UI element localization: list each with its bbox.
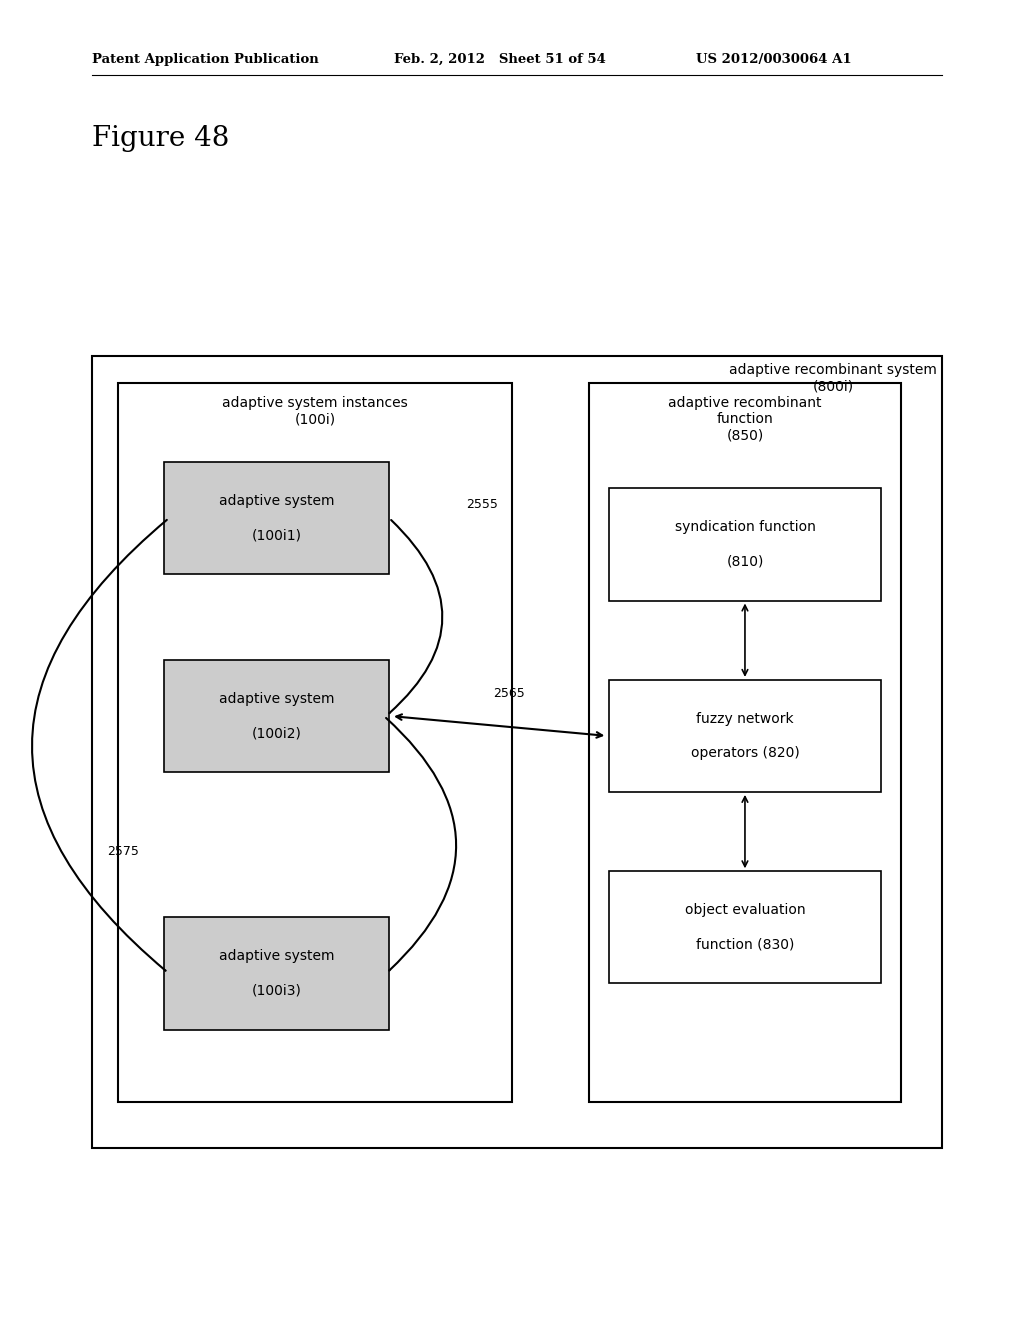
Bar xyxy=(164,660,389,772)
Text: Figure 48: Figure 48 xyxy=(92,125,229,152)
Text: adaptive system: adaptive system xyxy=(219,494,334,508)
Text: adaptive recombinant system
(800i): adaptive recombinant system (800i) xyxy=(729,363,937,393)
Bar xyxy=(609,871,881,983)
Text: syndication function: syndication function xyxy=(675,520,815,535)
Text: function (830): function (830) xyxy=(695,937,795,952)
Bar xyxy=(164,917,389,1030)
FancyArrowPatch shape xyxy=(389,520,442,713)
Text: operators (820): operators (820) xyxy=(690,746,800,760)
Bar xyxy=(118,383,512,1102)
Text: (100i1): (100i1) xyxy=(252,528,301,543)
Bar xyxy=(92,356,942,1148)
Text: adaptive recombinant
function
(850): adaptive recombinant function (850) xyxy=(669,396,821,442)
Text: 2575: 2575 xyxy=(108,845,139,858)
Text: adaptive system: adaptive system xyxy=(219,692,334,706)
Bar xyxy=(589,383,901,1102)
Text: (810): (810) xyxy=(726,554,764,569)
Text: 2565: 2565 xyxy=(494,688,525,700)
Text: object evaluation: object evaluation xyxy=(685,903,805,917)
Text: Patent Application Publication: Patent Application Publication xyxy=(92,53,318,66)
Text: adaptive system instances
(100i): adaptive system instances (100i) xyxy=(222,396,408,426)
Text: 2555: 2555 xyxy=(466,499,498,511)
Text: adaptive system: adaptive system xyxy=(219,949,334,964)
Text: US 2012/0030064 A1: US 2012/0030064 A1 xyxy=(696,53,852,66)
Text: Feb. 2, 2012   Sheet 51 of 54: Feb. 2, 2012 Sheet 51 of 54 xyxy=(394,53,606,66)
Bar xyxy=(164,462,389,574)
Text: (100i3): (100i3) xyxy=(252,983,301,998)
FancyArrowPatch shape xyxy=(32,520,167,970)
Text: fuzzy network: fuzzy network xyxy=(696,711,794,726)
Bar xyxy=(609,488,881,601)
FancyArrowPatch shape xyxy=(386,718,456,970)
Bar xyxy=(609,680,881,792)
Text: (100i2): (100i2) xyxy=(252,726,301,741)
